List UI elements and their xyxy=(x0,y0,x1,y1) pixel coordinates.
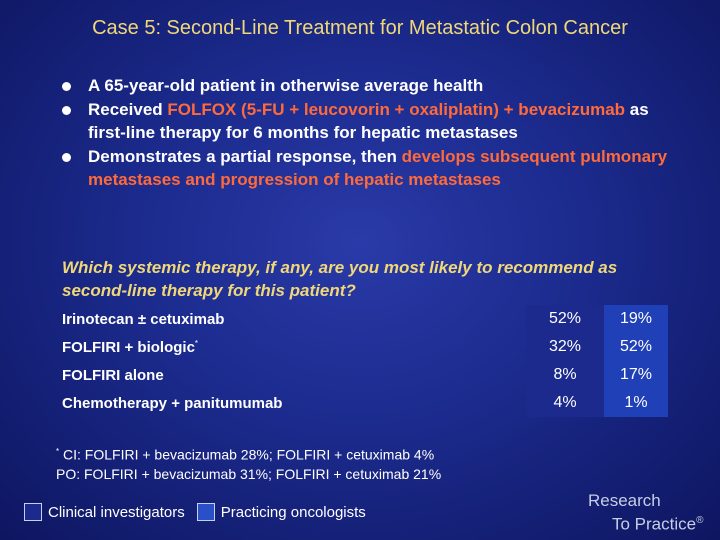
row-label: FOLFIRI + biologic* xyxy=(62,338,199,356)
results-table: Irinotecan ± cetuximab 52% 19% FOLFIRI +… xyxy=(56,305,668,417)
survey-question: Which systemic therapy, if any, are you … xyxy=(62,258,618,300)
row-label: FOLFIRI alone xyxy=(62,366,164,384)
bullet-dot-icon xyxy=(62,105,71,115)
table-row: Chemotherapy + panitumumab 4% 1% xyxy=(56,389,668,417)
po-value: 17% xyxy=(604,361,668,389)
slide-title: Case 5: Second-Line Treatment for Metast… xyxy=(92,17,628,39)
footnote: * CI: FOLFIRI + bevacizumab 28%; FOLFIRI… xyxy=(56,442,576,484)
research-to-practice-logo: Research To Practice® xyxy=(588,491,704,534)
bullet-highlight: FOLFOX (5-FU + leucovorin + oxaliplatin)… xyxy=(167,99,626,119)
bullet-highlight: develops subsequent pulmonary metastases… xyxy=(88,146,668,190)
legend: Clinical investigators Practicing oncolo… xyxy=(24,500,366,524)
po-value: 1% xyxy=(604,389,668,417)
table-row: FOLFIRI alone 8% 17% xyxy=(56,361,668,389)
ci-value: 8% xyxy=(526,361,604,389)
po-value: 52% xyxy=(604,333,668,361)
footnote-line-po: PO: FOLFIRI + bevacizumab 31%; FOLFIRI +… xyxy=(56,465,442,482)
bullet-dot-icon xyxy=(62,152,71,162)
bullet-item: Received FOLFOX (5-FU + leucovorin + oxa… xyxy=(62,98,672,145)
table-row: FOLFIRI + biologic* 32% 52% xyxy=(56,333,668,361)
legend-label-po: Practicing oncologists xyxy=(220,503,366,521)
bullet-item: Demonstrates a partial response, then de… xyxy=(62,145,672,192)
bullet-dot-icon xyxy=(62,82,71,91)
ci-value: 32% xyxy=(526,333,604,361)
row-label: Chemotherapy + panitumumab xyxy=(62,394,283,412)
po-value: 19% xyxy=(604,305,668,333)
row-label: Irinotecan ± cetuximab xyxy=(62,310,225,328)
bullet-item: A 65-year-old patient in otherwise avera… xyxy=(62,74,672,98)
footnote-line-ci: * CI: FOLFIRI + bevacizumab 28%; FOLFIRI… xyxy=(56,446,435,463)
bullet-text: A 65-year-old patient in otherwise avera… xyxy=(88,76,484,95)
ci-value: 52% xyxy=(526,305,604,333)
legend-label-ci: Clinical investigators xyxy=(48,503,185,521)
bullet-list: A 65-year-old patient in otherwise avera… xyxy=(62,74,672,192)
bullet-text: Demonstrates a partial response, then xyxy=(88,146,402,166)
legend-swatch-ci-icon xyxy=(24,503,42,521)
bullet-text: as first-line therapy for 6 months for h… xyxy=(88,99,649,143)
table-row: Irinotecan ± cetuximab 52% 19% xyxy=(56,305,668,333)
ci-value: 4% xyxy=(526,389,604,417)
legend-swatch-po-icon xyxy=(196,503,215,521)
bullet-text: Received xyxy=(88,99,168,119)
